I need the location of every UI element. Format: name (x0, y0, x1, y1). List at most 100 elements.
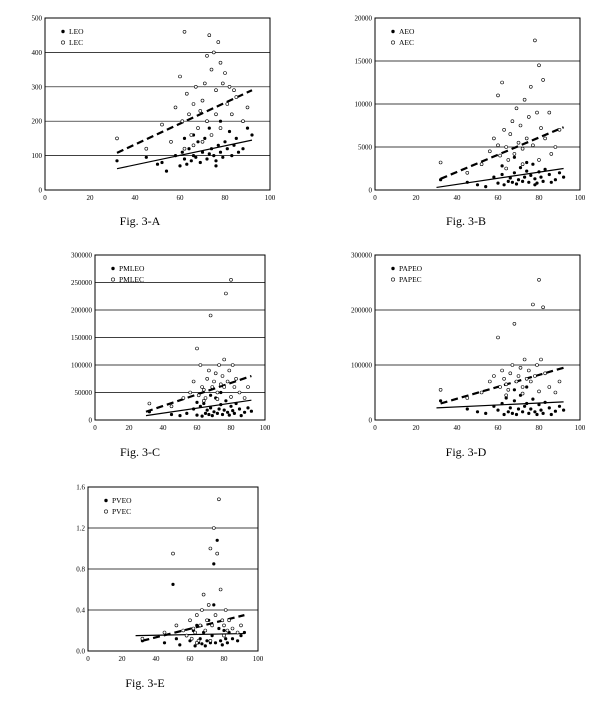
data-point (218, 126, 223, 130)
data-point (512, 399, 517, 403)
data-point (205, 376, 209, 381)
data-point (533, 177, 537, 181)
data-point (543, 400, 547, 404)
data-point (200, 385, 204, 389)
data-point (553, 145, 558, 149)
data-point (245, 126, 250, 130)
data-point (547, 110, 552, 115)
data-point (496, 181, 500, 185)
data-point (188, 390, 192, 395)
data-point (203, 411, 208, 415)
x-tick-label: 40 (132, 194, 140, 202)
data-point (504, 396, 508, 400)
data-point (164, 169, 169, 173)
data-point (225, 641, 229, 645)
data-point (215, 538, 219, 542)
data-point (232, 385, 237, 389)
legend-label: LEC (69, 38, 83, 47)
data-point (498, 385, 502, 389)
data-point (222, 385, 226, 389)
data-point (514, 106, 519, 111)
y-tick-label: 300000 (351, 252, 373, 260)
data-point (212, 379, 216, 384)
data-point (537, 170, 541, 174)
y-tick-label: 5000 (358, 144, 373, 152)
data-point (200, 150, 205, 154)
data-point (200, 608, 204, 612)
data-point (439, 399, 443, 403)
data-point (465, 396, 470, 400)
data-point (144, 155, 148, 159)
data-point (229, 404, 233, 408)
y-tick-label: 250000 (71, 279, 93, 287)
data-point (528, 85, 533, 89)
data-point (223, 71, 227, 75)
data-point (510, 363, 515, 367)
data-point (246, 385, 250, 389)
data-point (484, 411, 488, 415)
y-tick-label: 0 (89, 417, 93, 425)
x-tick-label: 0 (373, 194, 377, 202)
data-point (475, 183, 480, 187)
data-point (227, 129, 232, 134)
data-point (185, 91, 189, 96)
data-point (504, 393, 509, 398)
data-point (178, 414, 182, 418)
data-point (191, 102, 196, 106)
data-point (527, 180, 531, 184)
data-point (214, 88, 218, 92)
data-point (500, 172, 504, 177)
data-point (178, 74, 182, 79)
data-point (227, 413, 231, 417)
data-point (512, 321, 517, 326)
y-tick-label: 200000 (351, 307, 373, 315)
data-point (220, 643, 224, 647)
trend-line (145, 399, 252, 417)
data-point (496, 143, 500, 148)
x-tick-label: 0 (86, 655, 90, 663)
data-point (215, 390, 220, 395)
data-point (533, 410, 537, 414)
data-point (205, 53, 209, 58)
data-point (535, 412, 539, 417)
x-tick-label: 100 (253, 655, 264, 663)
data-point (171, 551, 175, 556)
data-point (195, 613, 199, 617)
data-point (189, 636, 194, 641)
data-point (525, 169, 529, 173)
data-point (192, 407, 196, 411)
data-point (185, 162, 189, 166)
data-point (208, 313, 213, 318)
figure-caption: Fig. 3-D (446, 445, 487, 459)
data-point (220, 374, 225, 378)
series-papec (438, 277, 564, 405)
data-point (234, 95, 239, 99)
legend-marker (390, 277, 395, 282)
data-point (237, 407, 242, 411)
data-point (222, 628, 226, 633)
legend-marker (391, 266, 395, 271)
data-point (492, 175, 496, 179)
data-point (202, 398, 206, 403)
legend-label: PVEO (112, 496, 132, 505)
data-point (508, 132, 513, 136)
data-point (208, 546, 213, 551)
data-point (500, 401, 504, 406)
chart-panel-5: 0.0 0.4 0.8 1.2 1.6 0 20 40 60 80 100 PVEO PVEC Fig. … (76, 484, 264, 691)
y-tick-label: 0.4 (76, 607, 85, 615)
data-point (218, 60, 223, 65)
data-point (502, 183, 506, 187)
y-tick-label: 150000 (71, 334, 93, 342)
data-point (169, 404, 174, 409)
data-point (529, 173, 533, 177)
data-point (492, 136, 496, 141)
data-point (203, 644, 207, 648)
data-point (541, 78, 545, 82)
data-point (225, 379, 230, 384)
y-tick-label: 500 (32, 15, 43, 23)
data-point (512, 155, 517, 159)
data-point (516, 374, 521, 378)
data-point (239, 634, 243, 638)
data-point (500, 368, 504, 373)
data-point (539, 175, 543, 179)
